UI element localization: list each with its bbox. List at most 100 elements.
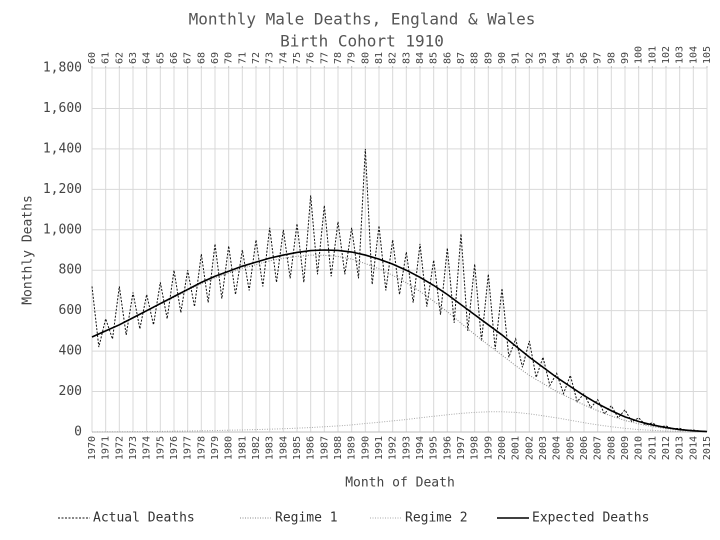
y-tick-label: 1,800 [43,61,82,76]
legend-label: Expected Deaths [532,511,649,526]
x-tick-label: 1997 [456,436,467,460]
x-tick-label: 1986 [306,436,317,460]
x2-tick-label: 61 [101,52,112,64]
x2-tick-label: 93 [538,52,549,64]
x-tick-label: 1998 [470,436,481,460]
x2-tick-label: 92 [524,52,535,64]
x-tick-label: 1971 [101,436,112,460]
x-tick-label: 2004 [552,436,563,460]
x-tick-label: 1972 [114,436,125,460]
x2-tick-label: 101 [647,46,658,64]
x2-tick-label: 67 [183,52,194,64]
x2-tick-label: 86 [442,52,453,64]
x-tick-label: 1984 [278,436,289,460]
chart-title: Monthly Male Deaths, England & Wales [189,10,536,29]
x-tick-label: 1999 [483,436,494,460]
series-line [91,249,708,433]
x2-tick-label: 74 [278,52,289,64]
x-tick-label: 1995 [429,436,440,460]
x-tick-label: 1978 [196,436,207,460]
x2-tick-label: 62 [114,52,125,64]
y-tick-label: 1,200 [43,182,82,197]
x-tick-label: 2011 [647,436,658,460]
x-tick-label: 1994 [415,436,426,460]
x-tick-label: 1982 [251,436,262,460]
x-tick-label: 2000 [497,436,508,460]
x2-tick-label: 81 [374,52,385,64]
x2-tick-label: 75 [292,52,303,64]
x-tick-label: 1992 [388,436,399,460]
x-tick-label: 1993 [401,436,412,460]
x-tick-label: 1974 [142,436,153,460]
x2-tick-label: 65 [155,52,166,64]
x2-tick-label: 82 [388,52,399,64]
x-tick-label: 2001 [511,436,522,460]
x2-tick-label: 83 [401,52,412,64]
x2-tick-label: 80 [360,52,371,64]
x-tick-label: 1975 [155,436,166,460]
x-tick-label: 1973 [128,436,139,460]
x2-tick-label: 105 [702,46,713,64]
y-axis-title: Monthly Deaths [21,195,36,305]
x2-tick-label: 66 [169,52,180,64]
y-tick-label: 0 [74,425,82,440]
x-tick-label: 1990 [360,436,371,460]
x-tick-label: 2012 [661,436,672,460]
x2-tick-label: 96 [579,52,590,64]
x2-tick-label: 102 [661,46,672,64]
x2-tick-label: 98 [606,52,617,64]
x2-tick-label: 68 [196,52,207,64]
x-tick-label: 2014 [688,436,699,460]
legend-label: Regime 2 [405,511,468,526]
x-tick-label: 1991 [374,436,385,460]
x-tick-label: 1970 [87,436,98,460]
y-tick-label: 1,600 [43,101,82,116]
x-tick-label: 1979 [210,436,221,460]
x2-tick-label: 71 [237,52,248,64]
x2-tick-label: 104 [688,46,699,64]
x2-tick-label: 94 [552,52,563,64]
x-tick-label: 2013 [675,436,686,460]
x2-tick-label: 89 [483,52,494,64]
x-tick-label: 2009 [620,436,631,460]
x2-tick-label: 88 [470,52,481,64]
x-tick-label: 2002 [524,436,535,460]
x-tick-label: 1985 [292,436,303,460]
x2-tick-label: 69 [210,52,221,64]
x-tick-label: 1996 [442,436,453,460]
x2-tick-label: 63 [128,52,139,64]
legend-label: Actual Deaths [93,511,195,526]
series-line [91,254,708,433]
x-axis-title: Month of Death [345,476,455,491]
x-tick-label: 1989 [347,436,358,460]
x2-tick-label: 60 [87,52,98,64]
x2-tick-label: 72 [251,52,262,64]
x-tick-label: 2010 [634,436,645,460]
x2-tick-label: 103 [675,46,686,64]
series-line [91,411,708,433]
x2-tick-label: 90 [497,52,508,64]
x-tick-label: 1980 [224,436,235,460]
x2-tick-label: 100 [634,46,645,64]
y-tick-label: 1,000 [43,222,82,237]
x-tick-label: 2003 [538,436,549,460]
x-tick-label: 2006 [579,436,590,460]
x-tick-label: 1977 [183,436,194,460]
x2-tick-label: 76 [306,52,317,64]
x-tick-label: 2007 [593,436,604,460]
x-tick-label: 1976 [169,436,180,460]
y-tick-label: 600 [59,303,82,318]
x-tick-label: 2008 [606,436,617,460]
y-tick-label: 800 [59,263,82,278]
x-tick-label: 1988 [333,436,344,460]
x2-tick-label: 97 [593,52,604,64]
x2-tick-label: 99 [620,52,631,64]
x-tick-label: 2015 [702,436,713,460]
x2-tick-label: 64 [142,52,153,64]
x-tick-label: 1983 [265,436,276,460]
chart-subtitle: Birth Cohort 1910 [280,32,444,51]
x-tick-label: 1981 [237,436,248,460]
x2-tick-label: 85 [429,52,440,64]
x2-tick-label: 87 [456,52,467,64]
